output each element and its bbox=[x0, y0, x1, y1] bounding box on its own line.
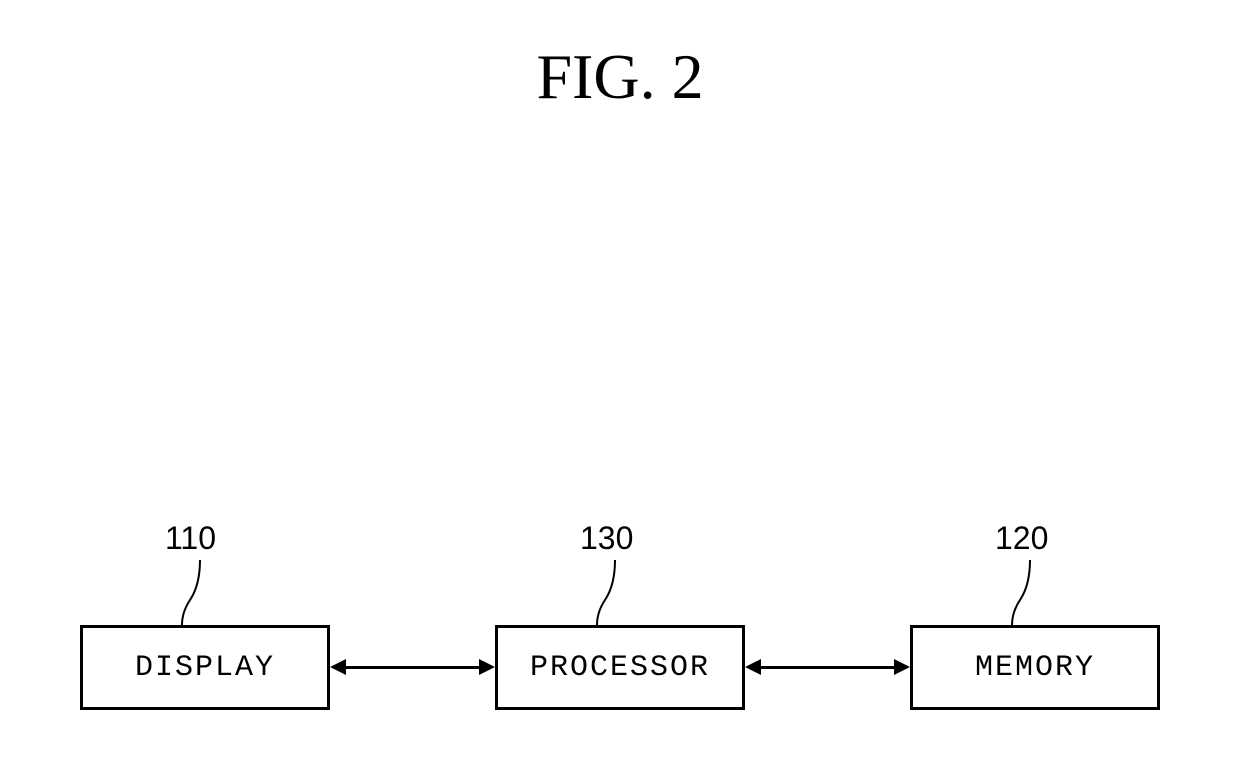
display-label: DISPLAY bbox=[135, 651, 275, 685]
memory-label: MEMORY bbox=[975, 651, 1095, 685]
processor-leader-line bbox=[595, 560, 635, 630]
arrow-display-processor-head-left bbox=[330, 659, 346, 675]
memory-leader-line bbox=[1010, 560, 1050, 630]
memory-block: MEMORY bbox=[910, 625, 1160, 710]
display-leader-line bbox=[180, 560, 220, 630]
display-ref-number: 110 bbox=[165, 520, 216, 557]
memory-ref-number: 120 bbox=[995, 520, 1048, 557]
processor-block: PROCESSOR bbox=[495, 625, 745, 710]
processor-label: PROCESSOR bbox=[530, 651, 710, 685]
arrow-display-processor-head-right bbox=[479, 659, 495, 675]
arrow-display-processor-line bbox=[346, 666, 479, 669]
display-block: DISPLAY bbox=[80, 625, 330, 710]
arrow-processor-memory-head-right bbox=[894, 659, 910, 675]
arrow-processor-memory-line bbox=[761, 666, 894, 669]
figure-title: FIG. 2 bbox=[536, 40, 703, 114]
arrow-processor-memory-head-left bbox=[745, 659, 761, 675]
processor-ref-number: 130 bbox=[580, 520, 633, 557]
